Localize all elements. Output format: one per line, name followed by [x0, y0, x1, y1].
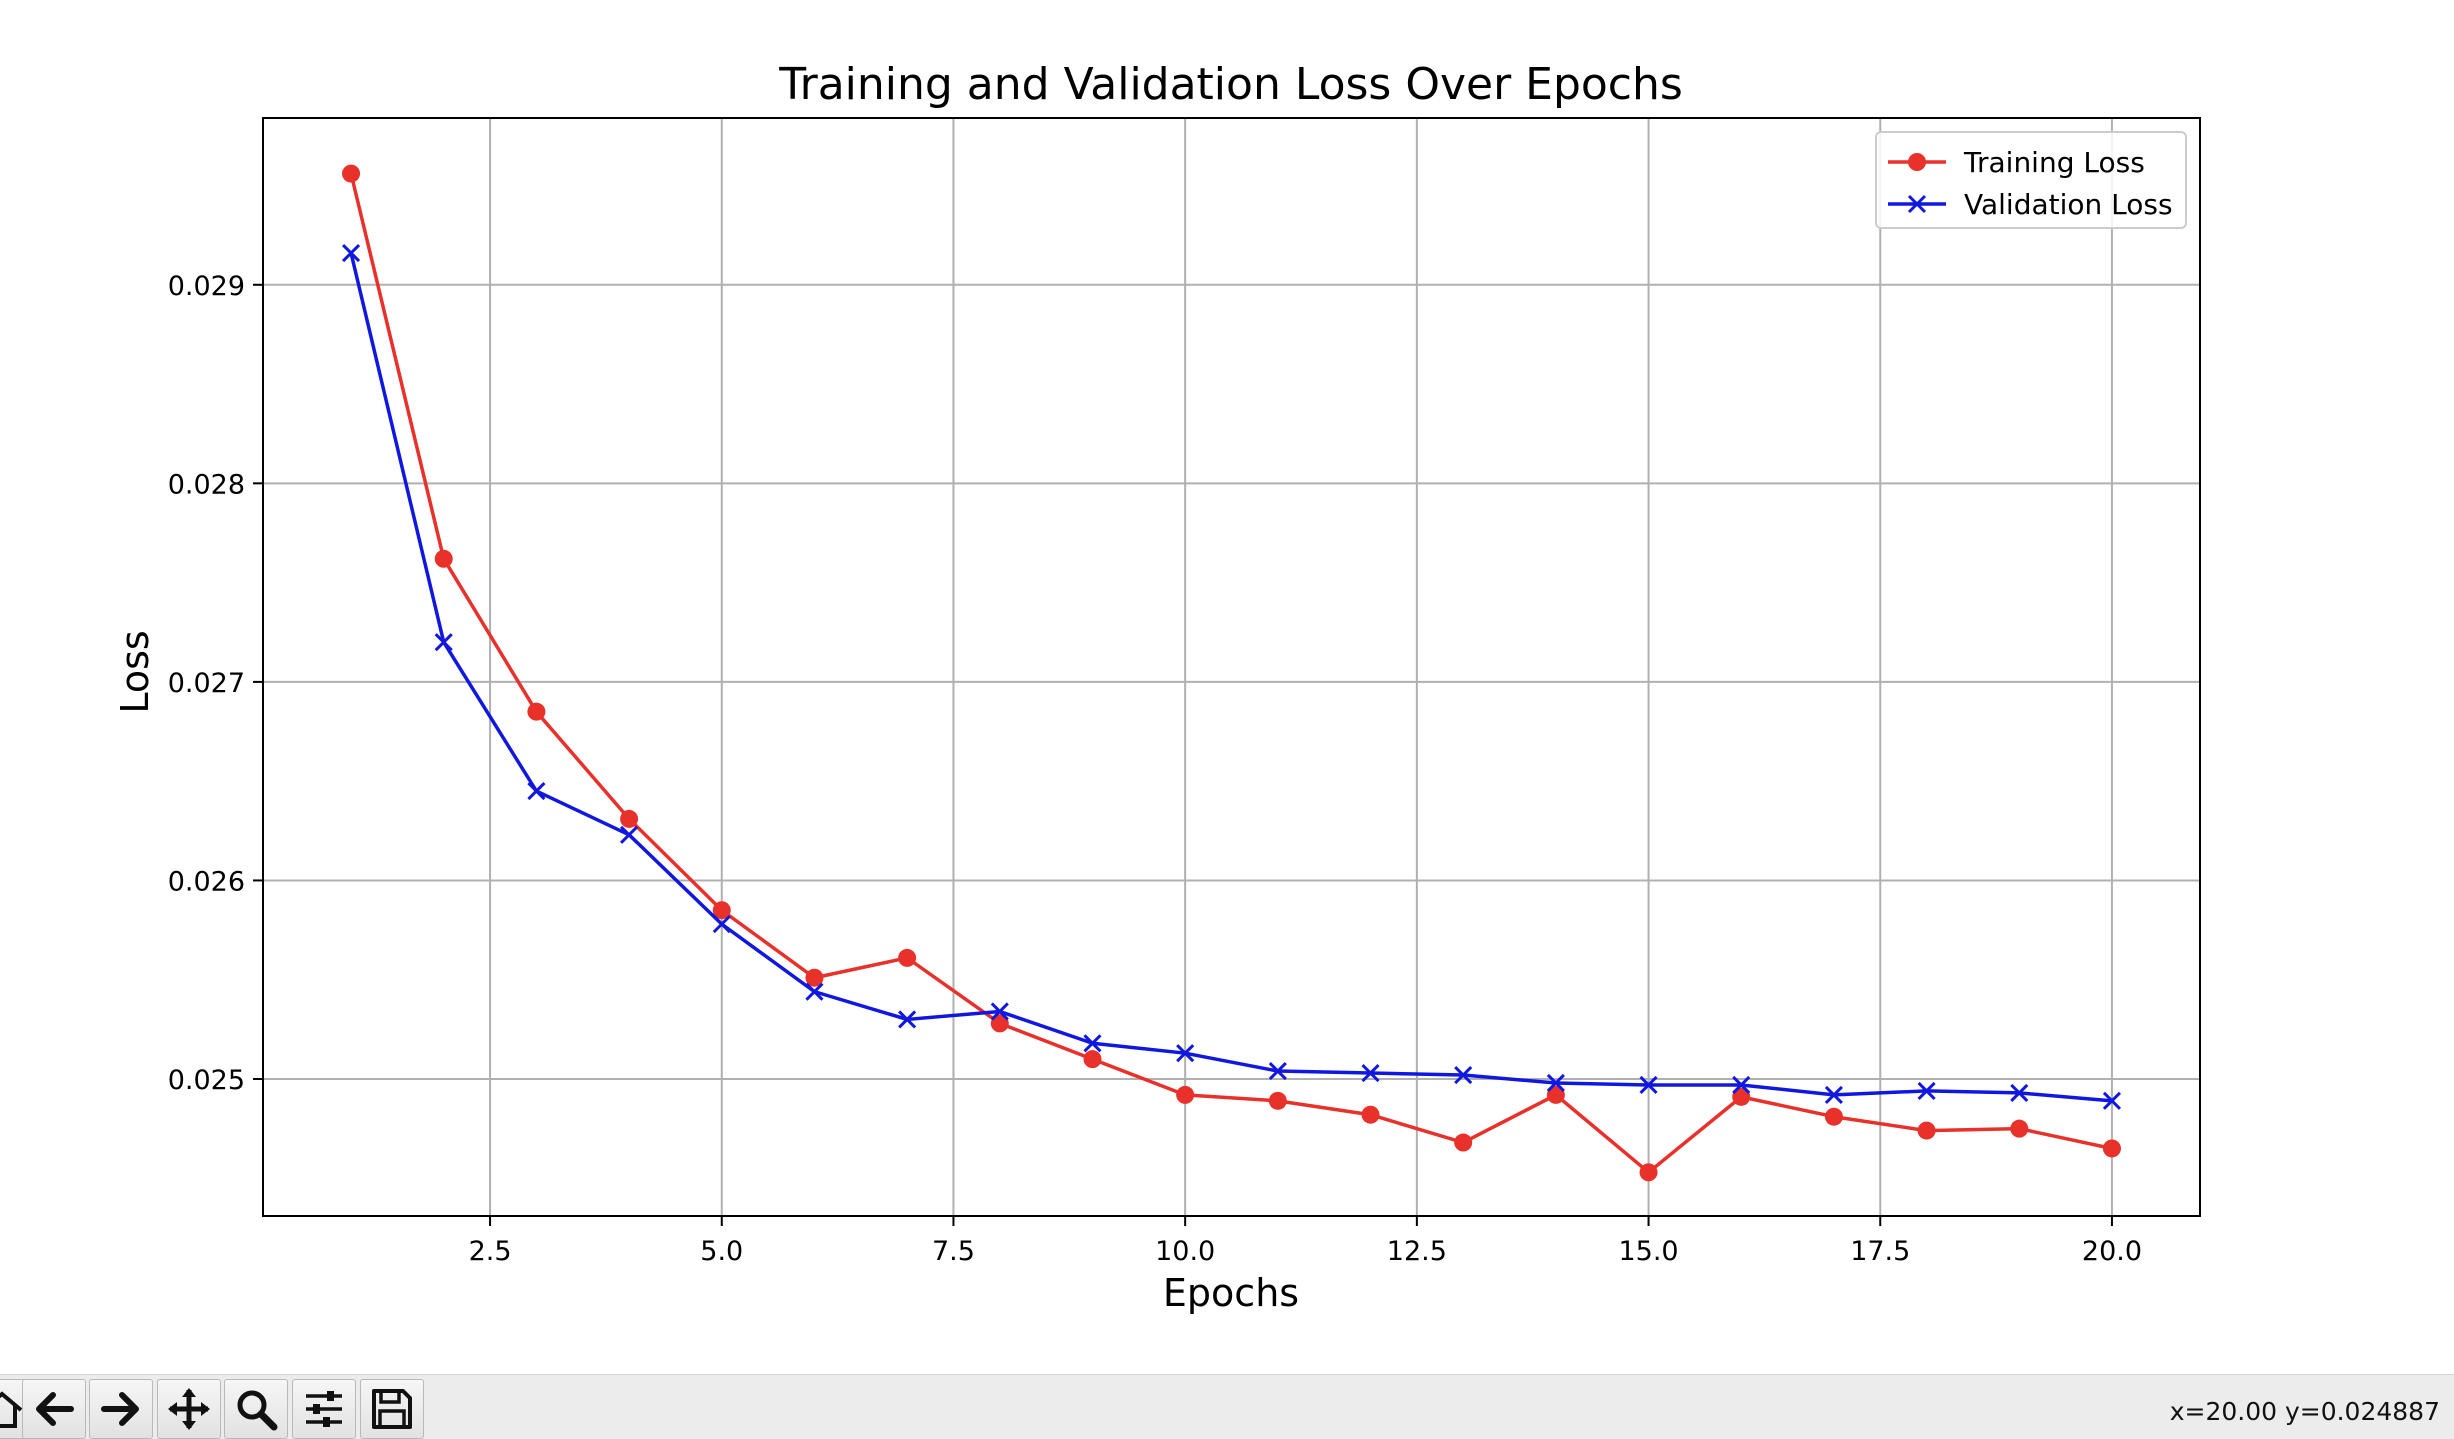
training-loss-point [898, 948, 917, 967]
validation-loss-point [2010, 1083, 2029, 1102]
series-layer [341, 164, 2122, 1182]
tick-layer: 2.5 5.0 7.5 10.0 12.5 15.0 17.5 20.0 0.025 0.026 0… [168, 271, 2142, 1267]
training-loss-point [805, 968, 824, 987]
x-tick-label: 20.0 [2082, 1236, 2142, 1267]
validation-loss-points [341, 243, 2122, 1110]
training-loss-point [1639, 1163, 1658, 1182]
training-loss-point [2010, 1119, 2029, 1138]
training-loss-line [349, 173, 2113, 1175]
training-loss-point [1732, 1087, 1751, 1106]
validation-loss-point [434, 633, 453, 652]
zoom-button[interactable] [224, 1379, 288, 1439]
home-icon [0, 1391, 23, 1428]
training-loss-point [1454, 1133, 1473, 1152]
save-floppy-icon [372, 1389, 412, 1429]
y-tick-label: 0.026 [168, 866, 245, 897]
x-tick-label: 17.5 [1850, 1236, 1910, 1267]
pan-button[interactable] [157, 1379, 221, 1439]
training-loss-point [1546, 1085, 1565, 1104]
axes-frame [262, 117, 2201, 1217]
x-tick-label: 5.0 [700, 1236, 743, 1267]
legend: Training Loss Validation Loss [1875, 131, 2187, 229]
zoom-magnifier-icon [237, 1390, 278, 1431]
training-loss-point [620, 809, 639, 828]
x-tick-label: 12.5 [1387, 1236, 1447, 1267]
x-tick-label: 15.0 [1618, 1236, 1678, 1267]
x-tick-label: 7.5 [932, 1236, 975, 1267]
training-loss-points [342, 164, 2121, 1182]
training-loss-point [1268, 1091, 1287, 1110]
y-tick-label: 0.027 [168, 668, 245, 699]
coordinate-readout: x=20.00 y=0.024887 [2169, 1397, 2440, 1426]
training-loss-point [342, 164, 361, 183]
validation-loss-point [1176, 1044, 1195, 1063]
chart-title: Training and Validation Loss Over Epochs [778, 59, 1683, 110]
x-axis-label: Epochs [1163, 1271, 1299, 1315]
loss-chart: Training and Validation Loss Over Epochs… [113, 59, 2201, 1315]
training-loss-point [1083, 1050, 1102, 1069]
x-tick-label: 2.5 [469, 1236, 512, 1267]
training-loss-point [1176, 1085, 1195, 1104]
y-tick-label: 0.028 [168, 469, 245, 500]
validation-loss-point [620, 825, 639, 844]
training-loss-point [1917, 1121, 1936, 1140]
validation-loss-point [1917, 1081, 1936, 1100]
y-tick-label: 0.029 [168, 271, 245, 302]
training-loss-point [527, 702, 546, 721]
training-loss-point [712, 901, 731, 920]
configure-subplots-icon [306, 1391, 342, 1427]
legend-label-validation-loss: Validation Loss [1964, 188, 2173, 221]
legend-marker-training-loss [1908, 153, 1926, 171]
validation-loss-point [1083, 1034, 1102, 1053]
validation-loss-point [341, 243, 361, 263]
training-loss-point [1361, 1105, 1380, 1124]
window-edge [2448, 0, 2454, 1370]
back-button[interactable] [22, 1379, 86, 1439]
validation-loss-point [1639, 1075, 1658, 1095]
forward-button[interactable] [89, 1379, 153, 1439]
validation-loss-point [898, 1010, 917, 1029]
back-arrow-icon [36, 1392, 74, 1426]
training-loss-point [1824, 1107, 1843, 1126]
validation-loss-point [1824, 1085, 1843, 1104]
validation-loss-point [1732, 1075, 1751, 1095]
validation-loss-point [1268, 1061, 1287, 1081]
training-loss-point [2102, 1139, 2121, 1158]
navigation-toolbar: x=20.00 y=0.024887 [0, 1374, 2454, 1439]
forward-arrow-icon [101, 1392, 139, 1426]
training-loss-point [990, 1014, 1009, 1033]
legend-label-training-loss: Training Loss [1963, 146, 2145, 179]
configure-subplots-button[interactable] [292, 1379, 356, 1439]
legend-box [1875, 131, 2187, 229]
validation-loss-point [2102, 1091, 2122, 1110]
y-tick-label: 0.025 [168, 1065, 245, 1096]
validation-loss-point [712, 915, 731, 934]
validation-loss-point [1546, 1073, 1565, 1093]
x-tick-label: 10.0 [1155, 1236, 1215, 1267]
validation-loss-point [990, 1002, 1009, 1021]
training-loss-point [434, 549, 453, 568]
validation-loss-point [1454, 1065, 1473, 1085]
validation-loss-point [527, 782, 546, 801]
save-button[interactable] [360, 1379, 424, 1439]
validation-loss-point [1361, 1063, 1380, 1083]
pan-move-icon [168, 1388, 210, 1430]
legend-marker-validation-loss [1907, 194, 1927, 214]
y-axis-label: Loss [113, 630, 157, 713]
validation-loss-point [805, 982, 824, 1001]
grid-lines [263, 118, 2200, 1216]
validation-loss-line [349, 252, 2113, 1103]
